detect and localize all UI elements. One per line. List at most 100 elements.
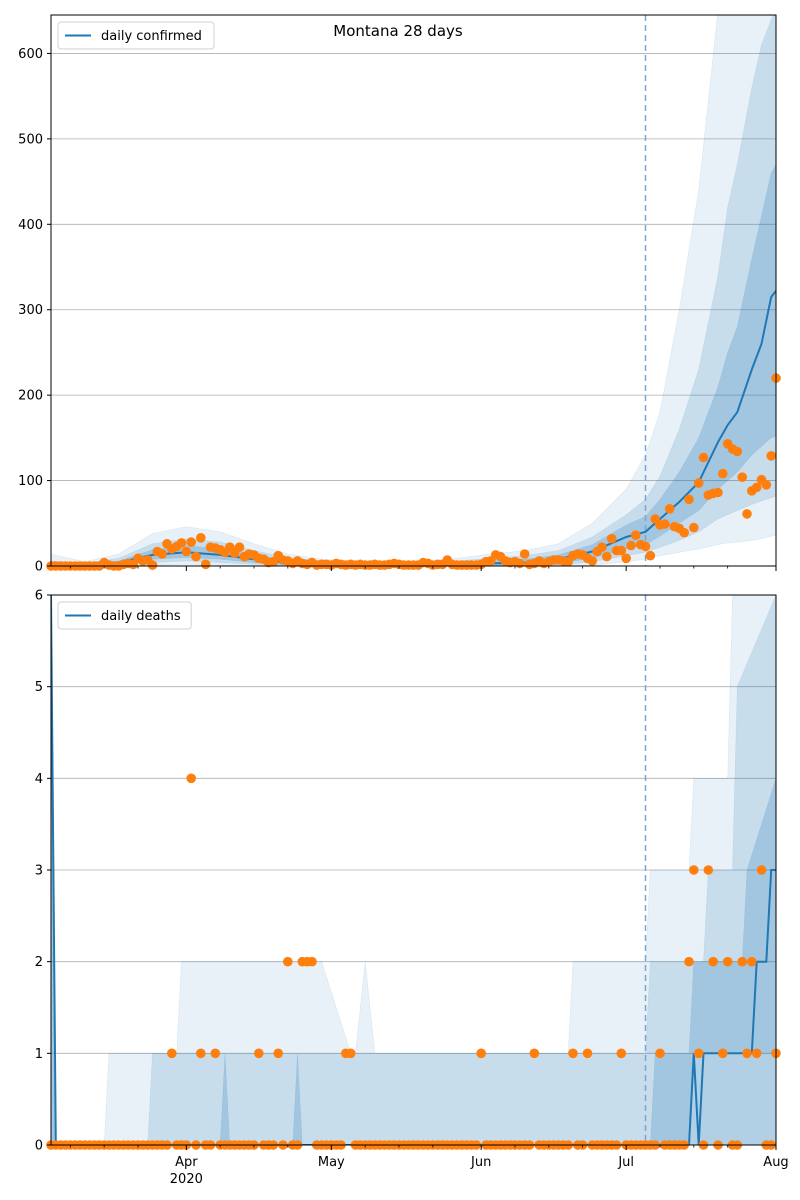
y-tick-label: 1	[35, 1047, 43, 1062]
x-tick-label: Apr	[175, 1155, 198, 1170]
data-point	[684, 956, 694, 967]
y-tick-label: 0	[35, 560, 43, 575]
data-point	[167, 1048, 177, 1059]
y-tick-label: 3	[35, 864, 43, 879]
data-point	[766, 451, 776, 461]
data-point	[616, 545, 627, 556]
series-line	[51, 595, 776, 1145]
x-axis	[69, 566, 777, 571]
y-axis: 0 1 2 3 4 5 6	[35, 589, 51, 1154]
data-point	[181, 546, 192, 557]
data-point	[747, 956, 757, 967]
data-point	[689, 865, 699, 875]
data-point	[157, 549, 167, 559]
data-point	[756, 865, 767, 875]
legend-box	[57, 601, 192, 630]
plot-area	[51, 15, 776, 566]
data-point	[210, 1048, 221, 1059]
data-point	[751, 482, 762, 493]
data-point	[176, 538, 187, 548]
legend-box	[57, 21, 215, 50]
data-point	[703, 865, 714, 875]
legend: daily deaths	[57, 601, 192, 630]
y-tick-label: 6	[35, 589, 43, 604]
data-point	[196, 533, 206, 543]
data-point	[655, 1048, 665, 1059]
uncertainty-band-middle	[51, 15, 776, 566]
data-point	[742, 509, 752, 519]
x-tick-label: Jun	[470, 1155, 491, 1170]
data-point	[718, 468, 728, 479]
data-point	[307, 956, 317, 967]
data-point	[713, 487, 723, 498]
data-point	[679, 527, 689, 538]
y-tick-label: 400	[18, 218, 43, 233]
deaths-panel: 0 1 2 3 4 5 6 Apr 2020 May Jun Jul Aug daily deaths	[35, 589, 789, 1188]
data-point	[631, 530, 641, 540]
data-point	[597, 542, 607, 552]
y-axis: 0 100 200 300 400 500 600	[18, 47, 51, 575]
data-point	[191, 551, 201, 562]
y-tick-label: 100	[18, 474, 43, 489]
series-line	[51, 290, 776, 566]
confirmed-panel: 0 100 200 300 400 500 600 daily confirmed	[18, 14, 781, 575]
legend-label: daily deaths	[101, 609, 181, 624]
x-axis: Apr 2020 May Jun Jul Aug	[69, 1145, 789, 1187]
axes-frame	[50, 14, 777, 567]
x-tick-sublabel: 2020	[170, 1172, 203, 1187]
data-point	[606, 533, 617, 544]
x-tick-label: Jul	[617, 1155, 634, 1170]
data-point	[689, 522, 699, 533]
data-point	[693, 478, 704, 488]
data-point	[664, 504, 675, 514]
data-point	[476, 1048, 487, 1059]
data-point	[626, 540, 636, 551]
chart-title: Montana 28 days	[333, 22, 463, 40]
grid	[51, 53, 776, 567]
data-point	[186, 537, 196, 547]
data-point	[253, 1048, 264, 1059]
data-point	[283, 956, 293, 967]
data-point	[196, 1048, 206, 1059]
observed-points	[46, 773, 781, 1150]
data-point	[582, 1048, 593, 1059]
data-point	[186, 773, 196, 784]
legend-label: daily confirmed	[101, 29, 202, 44]
data-point	[722, 956, 733, 967]
data-point	[742, 1048, 752, 1059]
data-point	[519, 549, 530, 559]
y-tick-label: 600	[18, 47, 43, 62]
y-tick-label: 5	[35, 680, 43, 695]
data-point	[345, 1048, 356, 1059]
data-point	[751, 1048, 762, 1059]
data-point	[147, 560, 158, 570]
y-tick-label: 300	[18, 303, 43, 318]
data-point	[732, 446, 743, 457]
data-point	[761, 480, 772, 490]
data-point	[234, 542, 245, 552]
x-tick-label: Aug	[763, 1155, 788, 1170]
data-point	[602, 551, 612, 562]
data-point	[708, 956, 718, 967]
data-point	[640, 541, 651, 552]
data-point	[587, 556, 598, 566]
legend: daily confirmed	[57, 21, 215, 50]
uncertainty-band-inner	[51, 595, 776, 1145]
x-tick-label: May	[318, 1155, 345, 1170]
data-point	[621, 553, 631, 564]
data-point	[529, 1048, 540, 1059]
data-point	[737, 956, 747, 967]
y-tick-label: 2	[35, 955, 43, 970]
data-point	[718, 1048, 728, 1059]
y-tick-label: 200	[18, 389, 43, 404]
data-point	[698, 452, 709, 463]
data-point	[200, 559, 211, 570]
data-point	[684, 494, 694, 505]
data-point	[273, 1048, 284, 1059]
data-point	[693, 1048, 704, 1059]
y-tick-label: 500	[18, 132, 43, 147]
y-tick-label: 4	[35, 772, 43, 787]
data-point	[737, 472, 747, 483]
data-point	[568, 1048, 578, 1059]
